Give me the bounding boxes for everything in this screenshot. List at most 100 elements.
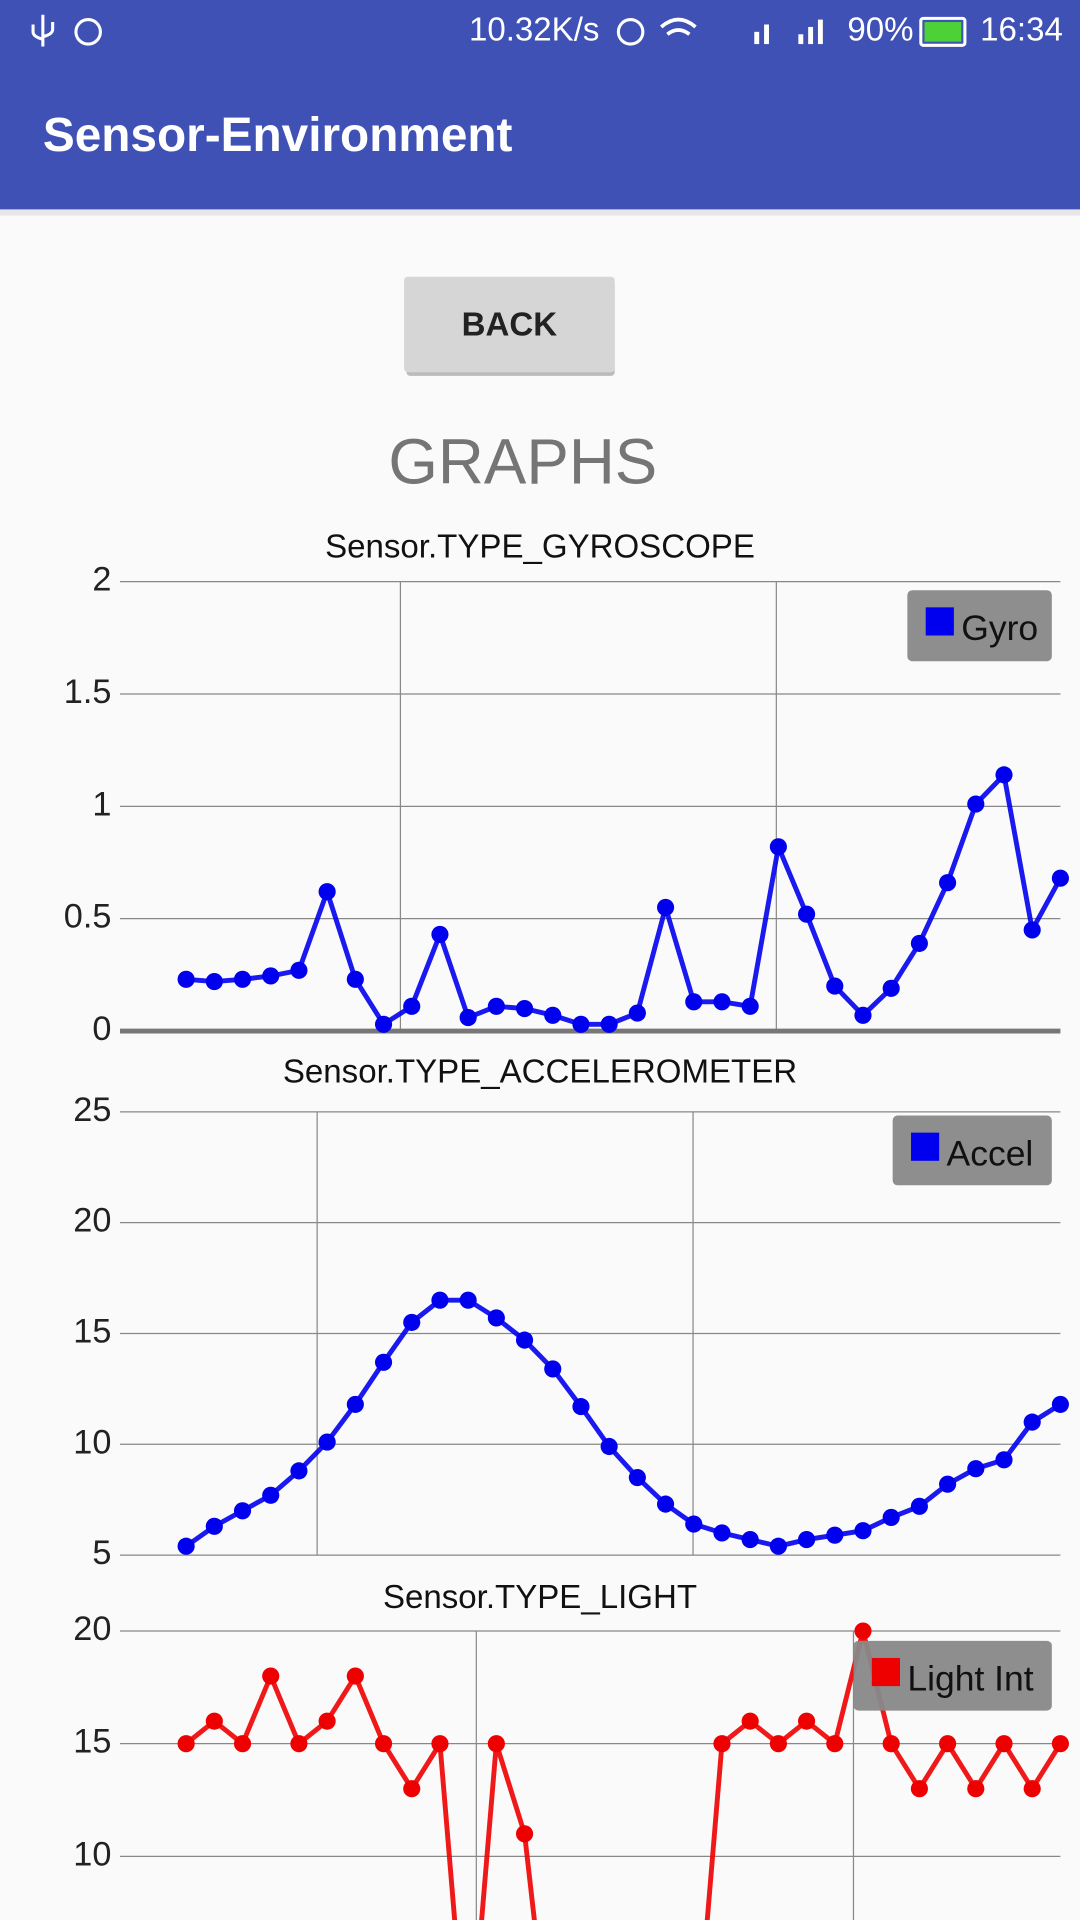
data-point — [572, 1015, 590, 1033]
app-bar — [0, 0, 1080, 210]
app-bar-shadow — [0, 209, 1080, 216]
data-point — [713, 1735, 731, 1753]
data-point — [233, 1735, 252, 1753]
data-point — [318, 1433, 336, 1451]
data-point — [177, 970, 195, 988]
alarm-icon — [616, 18, 645, 46]
data-point — [459, 1008, 477, 1027]
y-tick-label: 0.5 — [64, 898, 112, 936]
chart-title: Sensor.TYPE_LIGHT — [383, 1579, 697, 1616]
status-icons — [31, 14, 967, 47]
data-point — [1023, 1780, 1041, 1798]
battery-outline — [919, 16, 967, 47]
wifi-icon — [660, 17, 697, 36]
app-title: Sensor-Environment — [43, 109, 513, 162]
data-point — [854, 1622, 872, 1640]
data-point — [854, 1522, 872, 1540]
data-point — [205, 1517, 223, 1535]
data-point — [967, 1780, 985, 1798]
y-tick-label: 2 — [92, 561, 111, 599]
legend-swatch — [925, 607, 954, 636]
data-point — [544, 1006, 562, 1024]
data-point — [318, 1712, 336, 1730]
legend-label: Gyro — [961, 608, 1038, 648]
data-point — [318, 883, 336, 901]
data-point — [685, 1515, 703, 1533]
data-point — [1023, 921, 1041, 939]
data-point — [487, 1309, 505, 1327]
legend-swatch — [911, 1132, 940, 1161]
data-point — [628, 1004, 646, 1022]
data-point — [205, 973, 223, 991]
back-button[interactable]: BACK — [404, 276, 615, 376]
data-point — [826, 1526, 844, 1544]
data-point — [262, 1486, 280, 1504]
y-tick-label: 10 — [73, 1423, 111, 1461]
data-point — [346, 1667, 364, 1685]
data-point — [374, 1353, 393, 1371]
y-tick-label: 1.5 — [64, 673, 112, 711]
data-point — [205, 1712, 223, 1730]
y-tick-label: 10 — [73, 1835, 111, 1873]
signal-bar — [764, 24, 769, 45]
data-point — [741, 1531, 759, 1549]
data-point — [910, 934, 928, 952]
data-point — [826, 977, 844, 995]
data-point — [233, 970, 252, 988]
clock: 16:34 — [980, 12, 1063, 49]
data-point — [431, 1735, 449, 1753]
legend-label: Light Int — [907, 1659, 1033, 1699]
data-point — [1023, 1413, 1041, 1431]
data-point — [1051, 869, 1069, 887]
data-point — [431, 1291, 449, 1309]
data-point — [882, 979, 900, 997]
data-point — [177, 1537, 195, 1555]
chart-title: Sensor.TYPE_GYROSCOPE — [325, 528, 755, 565]
data-point — [1051, 1395, 1069, 1413]
y-tick-label: 5 — [92, 1534, 111, 1572]
data-point — [177, 1735, 195, 1753]
data-point — [854, 1006, 872, 1024]
data-point — [515, 1331, 534, 1349]
data-point — [967, 795, 985, 813]
data-point — [939, 874, 957, 892]
data-point — [262, 967, 280, 985]
data-point — [769, 1537, 787, 1555]
data-point — [910, 1497, 928, 1515]
data-point — [403, 1313, 421, 1331]
button-label[interactable]: BACK — [462, 307, 558, 344]
signal-bar — [754, 31, 760, 45]
legend-box — [853, 1640, 1052, 1711]
data-point — [544, 1360, 562, 1378]
data-point — [798, 905, 816, 923]
data-point — [798, 1712, 816, 1730]
data-point — [233, 1502, 252, 1520]
data-point — [656, 898, 675, 917]
data-point — [290, 961, 308, 979]
data-point — [995, 1451, 1013, 1469]
y-tick-label: 20 — [73, 1202, 111, 1240]
series-line — [184, 1630, 1063, 1920]
y-tick-label: 25 — [73, 1091, 111, 1129]
data-point — [515, 999, 534, 1018]
data-point — [403, 997, 421, 1015]
data-point — [882, 1735, 900, 1753]
signal-bar — [798, 34, 804, 45]
data-point — [713, 993, 731, 1011]
data-point — [741, 997, 759, 1015]
battery-percent: 90% — [847, 12, 913, 49]
data-point — [995, 766, 1013, 784]
data-point — [374, 1015, 393, 1033]
data-point — [600, 1437, 618, 1456]
data-point — [459, 1291, 477, 1309]
button-surface[interactable] — [404, 276, 615, 373]
net-speed: 10.32K/s — [469, 12, 599, 49]
data-point — [656, 1495, 675, 1513]
data-point — [346, 970, 364, 988]
data-point — [882, 1508, 900, 1526]
data-point — [798, 1531, 816, 1549]
data-point — [487, 1735, 505, 1753]
legend-label: Accel — [947, 1133, 1034, 1173]
